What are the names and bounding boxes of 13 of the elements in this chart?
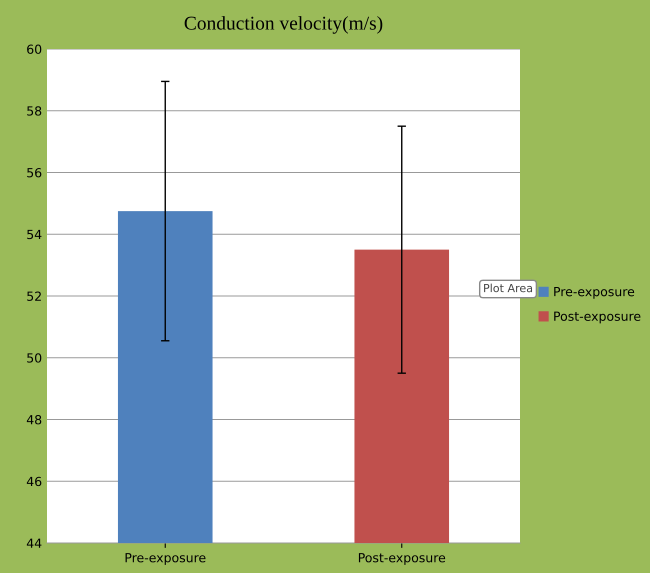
y-tick-label: 44: [26, 538, 42, 548]
legend-label: Pre-exposure: [554, 287, 634, 299]
y-tick-label: 54: [27, 230, 42, 240]
legend-label: Post-exposure: [554, 312, 640, 324]
chart-title: Conduction velocity(m/s): [184, 16, 382, 34]
y-tick-label: 52: [27, 291, 41, 301]
y-tick-label: 56: [27, 168, 42, 178]
y-tick-label: 48: [26, 414, 42, 424]
y-tick-label: 46: [26, 476, 42, 486]
y-tick-label: 60: [27, 44, 42, 54]
annotation: Plot Area: [484, 284, 532, 292]
y-tick-label: 50: [27, 353, 42, 363]
y-tick-label: 58: [27, 106, 42, 116]
